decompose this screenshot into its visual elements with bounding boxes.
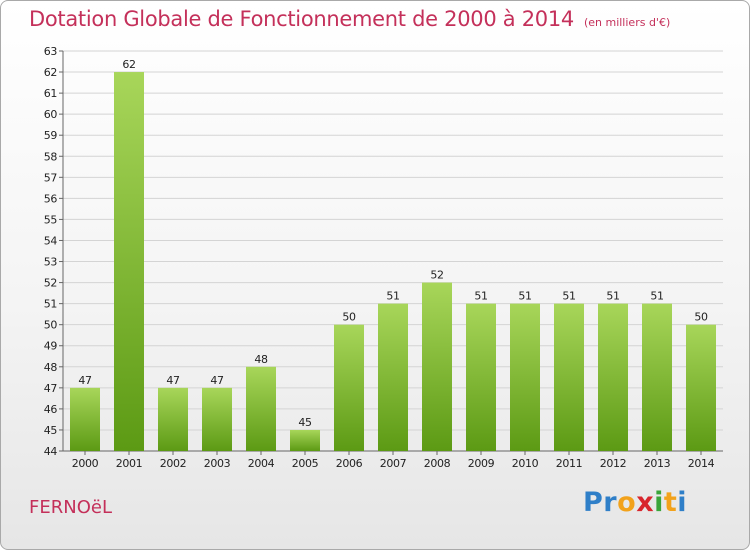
y-tick-label: 57 xyxy=(44,171,58,184)
data-label: 51 xyxy=(562,290,575,303)
y-tick-label: 47 xyxy=(44,382,58,395)
logo-letter: o xyxy=(617,487,637,518)
y-tick-label: 50 xyxy=(44,319,58,332)
data-label: 47 xyxy=(210,374,224,387)
bar-2010 xyxy=(510,303,540,451)
data-labels: 47 62 47 47 48 45 50 51 52 51 51 51 51 51 50 xyxy=(78,58,708,429)
data-label: 62 xyxy=(122,58,135,71)
bar-2001 xyxy=(114,72,144,451)
logo-letter: t xyxy=(663,487,678,518)
x-tick-label: 2012 xyxy=(600,457,626,470)
logo-letter: x xyxy=(636,487,655,518)
x-tick-label: 2013 xyxy=(644,457,671,470)
y-tick-label: 55 xyxy=(44,213,58,226)
proxiti-logo: Proxiti xyxy=(583,487,687,518)
data-label: 51 xyxy=(474,290,487,303)
logo-letter: i xyxy=(654,487,664,518)
y-tick-label: 52 xyxy=(44,277,57,290)
bar-2008 xyxy=(422,282,452,451)
bar-2006 xyxy=(334,324,364,451)
bar-2004 xyxy=(246,366,276,451)
data-label: 51 xyxy=(606,290,619,303)
bars xyxy=(70,72,716,451)
data-label: 47 xyxy=(166,374,180,387)
bar-2002 xyxy=(158,387,188,451)
bar-2000 xyxy=(70,387,100,451)
bar-2013 xyxy=(642,303,672,451)
data-label: 45 xyxy=(298,416,312,429)
x-tick-label: 2004 xyxy=(248,457,275,470)
bar-2012 xyxy=(598,303,628,451)
x-tick-label: 2003 xyxy=(204,457,231,470)
x-tick-label: 2009 xyxy=(468,457,495,470)
x-tick-label: 2001 xyxy=(116,457,142,470)
bar-2014 xyxy=(686,324,716,451)
logo-letter: i xyxy=(677,487,688,518)
y-tick-label: 56 xyxy=(44,192,58,205)
y-tick-label: 62 xyxy=(44,66,57,79)
data-label: 47 xyxy=(78,374,92,387)
data-label: 52 xyxy=(430,269,443,282)
chart-unit: (en milliers d'€) xyxy=(583,16,671,29)
y-tick-label: 60 xyxy=(44,108,58,121)
x-tick-label: 2008 xyxy=(424,457,451,470)
x-axis: 2000 2001 2002 2003 2004 2005 2006 2007 2008 2009… xyxy=(72,451,715,470)
x-tick-label: 2007 xyxy=(380,457,407,470)
y-tick-label: 51 xyxy=(44,298,57,311)
x-tick-label: 2005 xyxy=(292,457,319,470)
data-label: 48 xyxy=(254,353,268,366)
chart-title-text: Dotation Globale de Fonctionnement de 20… xyxy=(29,7,574,31)
bar-2007 xyxy=(378,303,408,451)
y-tick-label: 49 xyxy=(44,340,58,353)
y-tick-label: 46 xyxy=(44,403,58,416)
x-tick-label: 2006 xyxy=(336,457,363,470)
data-label: 51 xyxy=(386,290,399,303)
bar-2011 xyxy=(554,303,584,451)
x-tick-label: 2011 xyxy=(556,457,582,470)
y-tick-label: 59 xyxy=(44,129,58,142)
y-tick-label: 45 xyxy=(44,424,58,437)
logo-letter: r xyxy=(603,487,618,518)
x-tick-label: 2010 xyxy=(512,457,539,470)
y-tick-label: 61 xyxy=(44,87,57,100)
data-label: 51 xyxy=(518,290,531,303)
y-tick-label: 53 xyxy=(44,256,58,269)
y-tick-label: 58 xyxy=(44,150,58,163)
data-label: 50 xyxy=(694,311,708,324)
logo-letter: P xyxy=(583,487,604,518)
y-tick-label: 54 xyxy=(44,234,58,247)
x-tick-label: 2014 xyxy=(688,457,715,470)
bar-2009 xyxy=(466,303,496,451)
y-tick-label: 63 xyxy=(44,45,58,58)
x-tick-label: 2000 xyxy=(72,457,99,470)
y-tick-label: 48 xyxy=(44,361,58,374)
x-tick-label: 2002 xyxy=(160,457,186,470)
data-label: 51 xyxy=(650,290,663,303)
bar-2005 xyxy=(290,429,320,451)
data-label: 50 xyxy=(342,311,356,324)
bar-2003 xyxy=(202,387,232,451)
chart-title: Dotation Globale de Fonctionnement de 20… xyxy=(29,7,670,31)
y-tick-label: 44 xyxy=(44,445,58,458)
commune-name: FERNOëL xyxy=(29,497,112,518)
